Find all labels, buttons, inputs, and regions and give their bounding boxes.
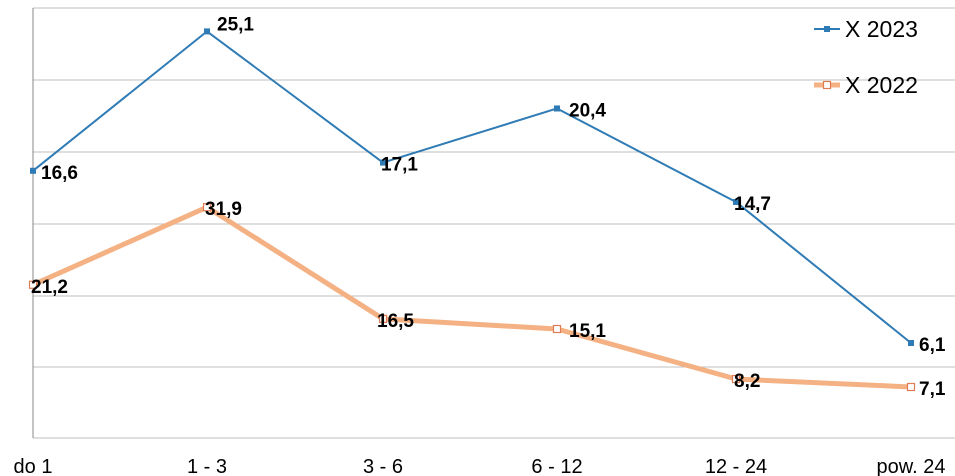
data-labels: 21,2 31,9 16,5 15,1 8,2 7,1 16,6 25,1 17,1 20,4 14… (31, 14, 946, 400)
series-line (31, 204, 912, 390)
x-tick-label: do 1 (14, 456, 53, 476)
data-point (204, 28, 210, 35)
data-point (906, 382, 916, 392)
data-point (30, 167, 36, 174)
legend-marker (822, 80, 832, 90)
x-axis-tick-labels: do 1 1 - 3 3 - 6 6 - 12 12 - 24 pow. 24 (14, 456, 946, 476)
series-x-2022 (28, 203, 916, 392)
legend-item: X 2022 (814, 72, 918, 98)
data-label: 6,1 (919, 335, 946, 356)
x-tick-label: 3 - 6 (363, 456, 403, 476)
data-label: 7,1 (919, 379, 946, 400)
series-lines (28, 28, 916, 392)
legend-label: X 2023 (845, 16, 918, 42)
gridlines (33, 7, 955, 439)
series-x-2023 (30, 28, 914, 346)
data-point (908, 340, 914, 346)
data-label: 16,5 (377, 311, 414, 332)
data-label: 14,7 (734, 194, 771, 215)
data-label: 15,1 (569, 321, 606, 342)
data-label: 20,4 (569, 100, 606, 121)
data-point (202, 203, 212, 212)
data-point (733, 198, 739, 205)
x-tick-label: 6 - 12 (531, 456, 582, 476)
legend: X 2023 X 2022 (814, 16, 918, 98)
data-point (554, 105, 560, 112)
legend-marker (824, 26, 830, 32)
data-label: 21,2 (31, 277, 68, 298)
data-label: 8,2 (734, 371, 760, 392)
x-tick-label: 12 - 24 (705, 456, 767, 476)
data-label: 25,1 (217, 14, 254, 35)
data-label: 17,1 (381, 155, 418, 176)
series-line (32, 30, 912, 344)
data-point (378, 314, 388, 323)
legend-label: X 2022 (845, 72, 918, 98)
data-label: 31,9 (205, 199, 242, 220)
data-point (380, 159, 386, 166)
data-point (552, 324, 562, 334)
x-tick-label: pow. 24 (877, 456, 946, 476)
data-point (28, 280, 38, 289)
data-point (731, 374, 741, 384)
legend-item: X 2023 (814, 16, 918, 42)
data-label: 16,6 (41, 163, 78, 184)
x-tick-label: 1 - 3 (187, 456, 227, 476)
